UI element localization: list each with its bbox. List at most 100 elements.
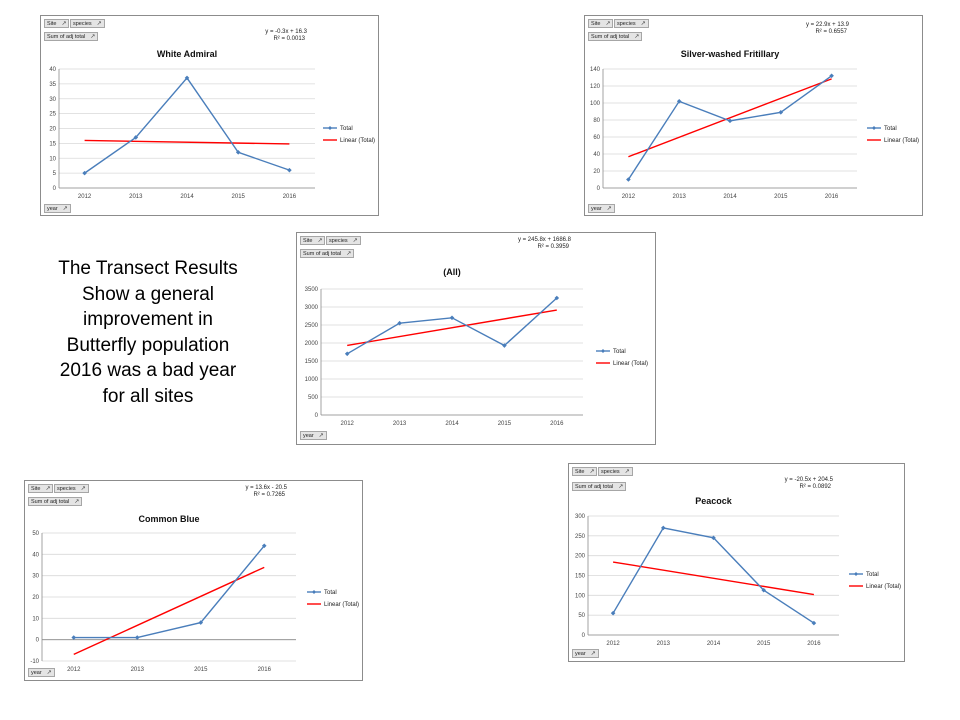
site-field-button[interactable]: Site ↗ [44, 19, 70, 28]
filter-icon[interactable]: ↗ [618, 484, 624, 490]
year-field-button-label: year [47, 206, 58, 212]
y-tick-label: 40 [49, 67, 56, 73]
filter-icon[interactable]: ↗ [590, 651, 596, 657]
x-tick-label: 2013 [657, 641, 671, 647]
y-tick-label: 100 [590, 101, 601, 107]
series-line-total [346, 297, 558, 355]
y-tick-label: 140 [590, 67, 601, 73]
year-field-button[interactable]: year ↗ [300, 431, 327, 440]
site-field-button[interactable]: Site ↗ [572, 467, 598, 476]
site-field-button[interactable]: Site ↗ [300, 236, 326, 245]
legend-label-trend: Linear (Total) [340, 138, 375, 144]
filter-icon[interactable]: ↗ [62, 206, 68, 212]
y-tick-label: 20 [49, 127, 56, 133]
filter-icon[interactable]: ↗ [317, 238, 323, 244]
filter-icon[interactable]: ↗ [346, 251, 352, 257]
trendline [73, 566, 265, 656]
x-tick-label: 2015 [498, 421, 512, 427]
summary-line: for all sites [102, 385, 194, 407]
y-tick-label: 3500 [305, 287, 319, 293]
sum-field-button[interactable]: Sum of adj total ↗ [28, 497, 83, 506]
sum-field-button[interactable]: Sum of adj total ↗ [300, 249, 355, 258]
series-line-total [73, 545, 265, 639]
x-tick-label: 2016 [807, 641, 821, 647]
legend-marker-total [328, 126, 332, 130]
y-tick-label: 0 [36, 638, 40, 644]
site-field-button-label: Site [303, 238, 313, 244]
y-tick-label: 50 [578, 613, 585, 619]
legend-label-total: Total [340, 126, 353, 132]
year-field-button-label: year [303, 433, 314, 439]
x-tick-label: 2016 [283, 194, 297, 200]
filter-icon[interactable]: ↗ [318, 433, 324, 439]
species-field-button[interactable]: species ↗ [614, 19, 649, 28]
y-tick-label: 500 [308, 395, 319, 401]
sum-field-button[interactable]: Sum of adj total ↗ [572, 482, 627, 491]
species-field-button[interactable]: species ↗ [70, 19, 105, 28]
y-tick-label: 10 [49, 156, 56, 162]
filter-icon[interactable]: ↗ [80, 486, 86, 492]
legend-marker-total [872, 126, 876, 130]
filter-icon[interactable]: ↗ [46, 670, 52, 676]
chart-title: (All) [443, 267, 461, 277]
trendline-r2: R² = 0.6557 [815, 29, 847, 35]
chart-white-admiral: Site ↗ species ↗ Sum of adj total ↗ year ↗ Whi… [40, 15, 379, 216]
data-point [235, 150, 241, 155]
year-field-button[interactable]: year ↗ [572, 649, 599, 658]
sum-field-button[interactable]: Sum of adj total ↗ [588, 32, 643, 41]
species-field-button-label: species [73, 21, 92, 27]
x-tick-label: 2015 [232, 194, 246, 200]
filter-icon[interactable]: ↗ [352, 238, 358, 244]
filter-icon[interactable]: ↗ [606, 206, 612, 212]
x-tick-label: 2014 [445, 421, 459, 427]
filter-icon[interactable]: ↗ [61, 21, 67, 27]
filter-icon[interactable]: ↗ [589, 469, 595, 475]
filter-icon[interactable]: ↗ [605, 21, 611, 27]
data-point [626, 177, 631, 182]
chart-title: Peacock [695, 496, 733, 506]
chart-silver-washed-fritillary: Site ↗ species ↗ Sum of adj total ↗ year ↗ Sil… [584, 15, 923, 216]
site-field-button[interactable]: Site ↗ [588, 19, 614, 28]
trendline-r2: R² = 0.7265 [253, 492, 285, 498]
x-tick-label: 2016 [825, 194, 839, 200]
year-field-button-label: year [575, 651, 586, 657]
trendline-equation: y = 13.6x - 20.5 [245, 485, 287, 491]
filter-icon[interactable]: ↗ [74, 499, 80, 505]
filter-icon[interactable]: ↗ [640, 21, 646, 27]
data-point [198, 620, 204, 625]
y-tick-label: 15 [49, 141, 56, 147]
summary-line: 2016 was a bad year [59, 360, 237, 381]
trendline-r2: R² = 0.0013 [273, 36, 305, 42]
y-tick-label: 40 [32, 552, 39, 558]
y-tick-label: 20 [593, 169, 600, 175]
y-tick-label: 200 [575, 554, 586, 560]
y-tick-label: 300 [575, 514, 586, 520]
species-field-button[interactable]: species ↗ [54, 484, 89, 493]
species-field-button[interactable]: species ↗ [326, 236, 361, 245]
filter-icon[interactable]: ↗ [96, 21, 102, 27]
chart-title: White Admiral [157, 49, 217, 59]
filter-icon[interactable]: ↗ [90, 34, 96, 40]
sum-field-button-label: Sum of adj total [47, 34, 86, 40]
site-field-button[interactable]: Site ↗ [28, 484, 54, 493]
species-field-button-label: species [617, 21, 636, 27]
chart-all-sites: Site ↗ species ↗ Sum of adj total ↗ year ↗ (Al… [296, 232, 656, 445]
x-tick-label: 2014 [723, 194, 737, 200]
year-field-button[interactable]: year ↗ [44, 204, 71, 213]
chart-svg: Common Blue y = 13.6x - 20.5R² = 0.7265 -1… [30, 485, 359, 673]
trendline-r2: R² = 0.3959 [537, 244, 569, 250]
year-field-button[interactable]: year ↗ [28, 668, 55, 677]
filter-icon[interactable]: ↗ [624, 469, 630, 475]
species-field-button[interactable]: species ↗ [598, 467, 633, 476]
y-tick-label: 250 [575, 534, 586, 540]
sum-field-button[interactable]: Sum of adj total ↗ [44, 32, 99, 41]
data-point [71, 635, 77, 640]
x-tick-label: 2013 [393, 421, 407, 427]
legend-label-total: Total [324, 590, 337, 596]
series-line-total [627, 75, 833, 180]
year-field-button[interactable]: year ↗ [588, 204, 615, 213]
filter-icon[interactable]: ↗ [45, 486, 51, 492]
chart-peacock: Site ↗ species ↗ Sum of adj total ↗ year ↗ Pea… [568, 463, 905, 662]
filter-icon[interactable]: ↗ [634, 34, 640, 40]
chart-common-blue: Site ↗ species ↗ Sum of adj total ↗ year ↗ Com… [24, 480, 363, 681]
